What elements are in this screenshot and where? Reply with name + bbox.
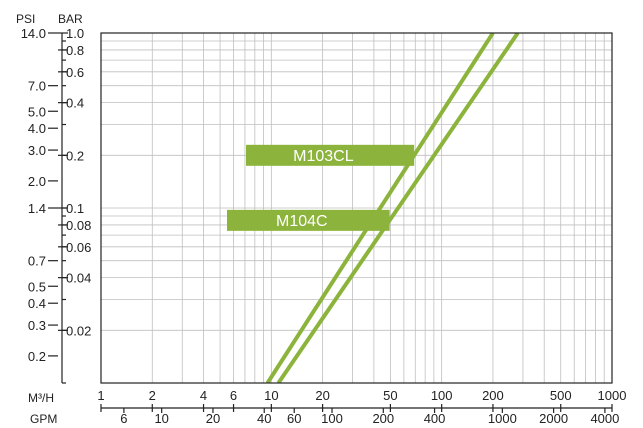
- series-label-bar-m103cl: [246, 144, 415, 166]
- gpm-tick-label: 40: [257, 411, 271, 426]
- psi-tick-label: 7.0: [28, 79, 46, 94]
- bar-tick-label: 0.04: [66, 271, 91, 286]
- m3h-tick-label: 500: [550, 388, 572, 403]
- psi-tick-label: 0.7: [28, 254, 46, 269]
- bar-tick-label: 0.6: [66, 65, 84, 80]
- m3h-tick-label: 4: [200, 388, 207, 403]
- series-label-bar-m104c: [227, 209, 390, 231]
- gpm-tick-label: 60: [287, 411, 301, 426]
- m3h-tick-label: 10: [264, 388, 278, 403]
- bar-unit-label: BAR: [58, 12, 83, 26]
- grid: [100, 33, 612, 384]
- series-labels: M103CL M104C: [227, 144, 415, 231]
- psi-tick-label: 2.0: [28, 174, 46, 189]
- gpm-tick-label: 400: [424, 411, 446, 426]
- gpm-tick-label: 20: [206, 411, 220, 426]
- m3h-tick-label: 50: [383, 388, 397, 403]
- series-line-m103cl: [265, 33, 495, 383]
- psi-tick-label: 3.0: [28, 143, 46, 158]
- bar-tick-label: 0.1: [66, 201, 84, 216]
- psi-tick-label: 0.5: [28, 279, 46, 294]
- bar-tick-label: 0.02: [66, 323, 91, 338]
- gpm-unit-label: GPM: [30, 412, 57, 426]
- psi-tick-label: 0.4: [28, 296, 46, 311]
- bar-tick-label: 0.06: [66, 240, 91, 255]
- m3h-tick-label: 200: [482, 388, 504, 403]
- series-label-m103cl: M103CL: [293, 148, 354, 165]
- psi-tick-label: 5.0: [28, 104, 46, 119]
- gpm-tick-label: 4000: [590, 411, 619, 426]
- axes: [48, 32, 613, 413]
- bar-tick-label: 0.08: [66, 218, 91, 233]
- bar-tick-label: 0.2: [66, 148, 84, 163]
- psi-tick-label: 0.2: [28, 349, 46, 364]
- psi-tick-label: 14.0: [21, 26, 46, 41]
- m3h-tick-label: 100: [431, 388, 453, 403]
- psi-unit-label: PSI: [16, 12, 35, 26]
- psi-tick-label: 1.4: [28, 201, 46, 216]
- series-lines: [265, 33, 520, 383]
- tick-labels: 1.00.80.60.40.20.10.080.060.040.0214.07.…: [21, 26, 627, 426]
- gpm-tick-label: 1000: [488, 411, 517, 426]
- plot-frame: [100, 32, 613, 384]
- gpm-tick-label: 6: [120, 411, 127, 426]
- gpm-tick-label: 100: [321, 411, 343, 426]
- series-label-m104c: M104C: [276, 213, 328, 230]
- gpm-tick-label: 10: [154, 411, 168, 426]
- m3h-tick-label: 20: [315, 388, 329, 403]
- series-line-m104c: [276, 33, 520, 383]
- bar-tick-label: 0.4: [66, 96, 84, 111]
- gpm-tick-label: 200: [372, 411, 394, 426]
- bar-tick-label: 0.8: [66, 43, 84, 58]
- gpm-tick-label: 2000: [539, 411, 568, 426]
- psi-tick-label: 4.0: [28, 121, 46, 136]
- psi-tick-label: 0.3: [28, 318, 46, 333]
- m3h-tick-label: 1000: [598, 388, 627, 403]
- m3h-tick-label: 2: [149, 388, 156, 403]
- m3h-tick-label: 6: [230, 388, 237, 403]
- m3h-tick-label: 1: [97, 388, 104, 403]
- bar-tick-label: 1.0: [66, 26, 84, 41]
- m3h-unit-label: M³/H: [28, 391, 54, 405]
